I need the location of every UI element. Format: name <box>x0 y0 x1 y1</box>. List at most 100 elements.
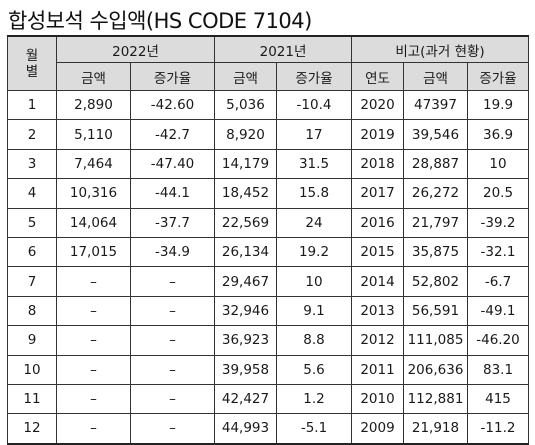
month-cell: 11 <box>7 383 57 415</box>
amount-past-header: 금액 <box>403 62 468 91</box>
month-cell: 5 <box>7 207 57 238</box>
month-cell: 3 <box>7 148 57 180</box>
year-cell: 2009 <box>351 413 404 445</box>
amount-past-cell: 47397 <box>403 89 468 121</box>
table-row: 11– –42,427 1.2 2010 112,881 415 <box>7 383 530 415</box>
amount-past-cell: 28,887 <box>403 148 468 180</box>
table-row: 2 5,110 -42.7 8,920 17 2019 39,546 36.9 <box>7 119 530 150</box>
growth-2021-cell: 10 <box>276 266 352 297</box>
amount-2022-header: 금액 <box>56 62 131 91</box>
growth-2022-cell: -44.1 <box>130 178 215 209</box>
table-row: 8– –32,946 9.1 2013 56,591 -49.1 <box>7 295 530 327</box>
year-cell: 2015 <box>351 236 404 268</box>
table-row: 5 14,064 -37.7 22,569 24 2016 21,797 -39.2 <box>7 207 530 238</box>
amount-2022-cell: 7,464 <box>56 148 131 180</box>
page-title: 합성보석 수입액(HS CODE 7104) <box>8 9 312 33</box>
table-row: 3 7,464 -47.40 14,179 31.5 2018 28,887 10 <box>7 148 530 180</box>
month-cell: 1 <box>7 89 57 121</box>
year-cell: 2013 <box>351 295 404 327</box>
year-2021-header: 2021년 <box>214 35 352 63</box>
growth-2021-cell: -10.4 <box>276 89 352 121</box>
year-cell: 2017 <box>351 178 404 209</box>
amount-2022-cell: 10,316 <box>56 178 131 209</box>
amount-2021-header: 금액 <box>214 62 277 91</box>
growth-past-cell: -49.1 <box>466 295 530 327</box>
growth-2022-cell: – <box>130 413 215 445</box>
amount-2022-cell: – <box>56 413 131 445</box>
growth-2022-cell: – <box>130 295 215 327</box>
year-cell: 2010 <box>351 383 404 415</box>
growth-2022-cell: – <box>130 354 215 385</box>
amount-2021-cell: 32,946 <box>214 295 277 327</box>
amount-past-cell: 21,918 <box>403 413 468 445</box>
amount-2021-cell: 8,920 <box>214 119 277 150</box>
amount-past-cell: 206,636 <box>403 354 468 385</box>
growth-2021-cell: 8.8 <box>276 325 352 356</box>
growth-past-header: 증가율 <box>466 62 530 91</box>
table-row: 12– –44,993 -5.1 2009 21,918 -11.2 <box>7 413 530 445</box>
table-row: 7– –29,467 10 2014 52,802 -6.7 <box>7 266 530 297</box>
growth-2021-cell: 31.5 <box>276 148 352 180</box>
amount-past-cell: 35,875 <box>403 236 468 268</box>
amount-2021-cell: 42,427 <box>214 383 277 415</box>
growth-2022-cell: -37.7 <box>130 207 215 238</box>
growth-past-cell: -46.20 <box>466 325 530 356</box>
amount-2022-cell: – <box>56 325 131 356</box>
amount-2021-cell: 5,036 <box>214 89 277 121</box>
amount-2021-cell: 26,134 <box>214 236 277 268</box>
table-row: 9– –36,923 8.8 2012 111,085 -46.20 <box>7 325 530 356</box>
amount-2021-cell: 18,452 <box>214 178 277 209</box>
year-cell: 2018 <box>351 148 404 180</box>
growth-2022-cell: – <box>130 325 215 356</box>
growth-2021-cell: 15.8 <box>276 178 352 209</box>
amount-2022-cell: – <box>56 354 131 385</box>
amount-past-cell: 112,881 <box>403 383 468 415</box>
year-header: 연도 <box>351 62 404 91</box>
growth-2022-cell: -34.9 <box>130 236 215 268</box>
amount-2021-cell: 36,923 <box>214 325 277 356</box>
amount-2021-cell: 29,467 <box>214 266 277 297</box>
table-row: 6 17,015 -34.9 26,134 19.2 2015 35,875 -32.1 <box>7 236 530 268</box>
growth-2021-cell: 5.6 <box>276 354 352 385</box>
year-cell: 2011 <box>351 354 404 385</box>
year-cell: 2016 <box>351 207 404 238</box>
growth-2022-cell: -42.60 <box>130 89 215 121</box>
amount-2021-cell: 44,993 <box>214 413 277 445</box>
growth-2021-cell: 24 <box>276 207 352 238</box>
year-2022-header: 2022년 <box>56 35 215 63</box>
growth-2021-cell: 19.2 <box>276 236 352 268</box>
growth-2022-header: 증가율 <box>130 62 215 91</box>
table-row: 10– –39,958 5.6 2011 206,636 83.1 <box>7 354 530 385</box>
growth-2021-cell: 1.2 <box>276 383 352 415</box>
month-cell: 12 <box>7 413 57 445</box>
month-cell: 2 <box>7 119 57 150</box>
month-cell: 6 <box>7 236 57 268</box>
growth-past-cell: 415 <box>466 383 530 415</box>
amount-past-cell: 26,272 <box>403 178 468 209</box>
amount-2022-cell: – <box>56 266 131 297</box>
growth-2021-header: 증가율 <box>276 62 352 91</box>
growth-past-cell: -39.2 <box>466 207 530 238</box>
amount-2022-cell: 5,110 <box>56 119 131 150</box>
growth-2022-cell: -47.40 <box>130 148 215 180</box>
year-cell: 2014 <box>351 266 404 297</box>
past-status-header: 비고(과거 현황) <box>350 35 530 63</box>
amount-2022-cell: 14,064 <box>56 207 131 238</box>
growth-past-cell: -32.1 <box>466 236 530 268</box>
amount-2022-cell: – <box>56 383 131 415</box>
growth-2021-cell: -5.1 <box>276 413 352 445</box>
amount-2021-cell: 39,958 <box>214 354 277 385</box>
amount-2022-cell: – <box>56 295 131 327</box>
growth-2022-cell: -42.7 <box>130 119 215 150</box>
amount-past-cell: 52,802 <box>403 266 468 297</box>
month-cell: 4 <box>7 178 57 209</box>
growth-past-cell: 19.9 <box>466 89 530 121</box>
growth-past-cell: 83.1 <box>466 354 530 385</box>
month-cell: 8 <box>7 295 57 327</box>
growth-2022-cell: – <box>130 383 215 415</box>
amount-past-cell: 21,797 <box>403 207 468 238</box>
growth-past-cell: 10 <box>466 148 530 180</box>
amount-2021-cell: 22,569 <box>214 207 277 238</box>
table-row: 1 2,890 -42.60 5,036 -10.4 2020 47397 19.9 <box>7 89 530 121</box>
growth-past-cell: 20.5 <box>466 178 530 209</box>
